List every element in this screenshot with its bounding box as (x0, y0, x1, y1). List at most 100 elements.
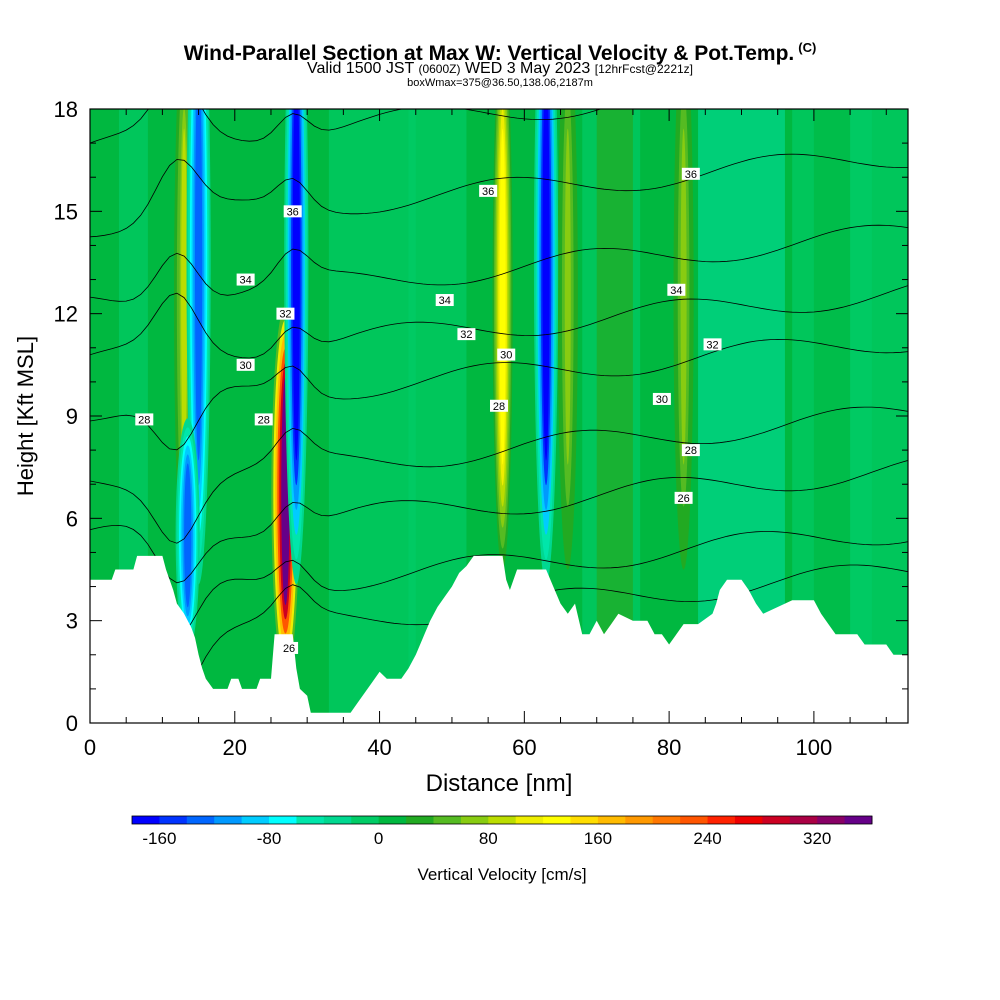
colorbar-swatch (652, 816, 681, 824)
colorbar-swatch (817, 816, 846, 824)
contour-label: 36 (283, 205, 302, 218)
theta-contour-line (90, 109, 602, 144)
colorbar-swatch (707, 816, 736, 824)
contour-label-bg (254, 413, 273, 426)
theta-contour-line (90, 224, 908, 302)
colorbar-swatch (378, 816, 407, 824)
colorbar-swatch (762, 816, 791, 824)
contour-label-bg (457, 328, 476, 341)
theta-contours (90, 109, 908, 700)
contour-label-bg (703, 338, 722, 351)
colorbar-swatch (241, 816, 270, 824)
colorbar-swatch (460, 816, 489, 824)
y-tick-label: 15 (54, 199, 78, 224)
downdraft-core (542, 109, 550, 461)
contour-label-bg (681, 167, 700, 180)
valid-utc: (0600Z) (418, 62, 461, 76)
contour-label-bg (667, 283, 686, 296)
colorbar-swatch (159, 816, 188, 824)
contour-label: 28 (254, 413, 273, 426)
contour-label-bg (479, 184, 498, 197)
theta-contour-line (90, 338, 908, 451)
copyright-mark: (C) (798, 40, 817, 55)
contour-label-text: 34 (240, 275, 252, 287)
contour-label: 32 (457, 328, 476, 341)
y-tick-label: 0 (66, 711, 78, 736)
contour-label-text: 28 (138, 414, 150, 426)
theta-contour-line (90, 460, 908, 584)
y-tick-label: 9 (66, 404, 78, 429)
contour-label: 28 (490, 399, 508, 413)
contour-label-bg (497, 348, 516, 361)
contour-label-text: 28 (258, 414, 270, 426)
x-tick-label: 40 (367, 735, 391, 760)
colorbar-swatch (433, 816, 462, 824)
theta-contour-line (90, 406, 908, 544)
colorbar-swatch (597, 816, 626, 824)
chart-title: Wind-Parallel Section at Max W: Vertical… (183, 40, 817, 65)
colorbar-swatch (734, 816, 763, 824)
terrain (90, 555, 908, 723)
contour-label: 34 (435, 294, 454, 307)
contour-label-text: 36 (482, 186, 494, 198)
colorbar-swatch (323, 816, 352, 824)
colorbar-tick-label: 320 (803, 829, 831, 848)
theta-contour-line (90, 285, 908, 359)
contour-label: 30 (236, 358, 255, 372)
x-tick-label: 80 (657, 735, 681, 760)
colorbar-swatch (543, 816, 572, 824)
updraft-core (564, 128, 571, 465)
contour-label: 32 (276, 307, 295, 321)
contour-label-text: 36 (685, 169, 697, 181)
colorbar-frame (131, 815, 873, 825)
contour-label: 30 (497, 348, 516, 362)
valid-date: WED 3 May 2023 (464, 60, 591, 77)
colorbar-swatch (269, 816, 297, 824)
colorbar-label: Vertical Velocity [cm/s] (417, 865, 586, 884)
contour-label-bg (283, 205, 302, 218)
axis-ticks (89, 108, 908, 724)
contour-label-text: 26 (677, 493, 689, 505)
chart-subtitle: Valid 1500 JST (0600Z) WED 3 May 2023 [1… (0, 60, 1000, 78)
colorbar-swatch (296, 816, 325, 824)
x-tick-label: 100 (796, 735, 833, 760)
contour-label-text: 32 (460, 329, 472, 341)
x-tick-label: 20 (223, 735, 247, 760)
contour-label-text: 32 (279, 309, 291, 321)
contour-label: 26 (674, 491, 693, 505)
colorbar-swatch (132, 816, 160, 824)
colorbar-swatch (406, 816, 434, 824)
contour-label: 36 (479, 184, 498, 198)
contour-label: 28 (135, 413, 154, 426)
contour-label-text: 34 (670, 285, 682, 297)
x-tick-label: 0 (84, 735, 96, 760)
contour-label-bg (280, 641, 299, 654)
colorbar-tick-label: -80 (257, 829, 282, 848)
contour-label: 28 (681, 444, 700, 457)
colorbar-swatch (625, 816, 654, 824)
contour-label-text: 32 (706, 339, 718, 351)
contour-label: 32 (703, 338, 722, 351)
x-axis-label: Distance [nm] (426, 770, 573, 797)
updraft-core (499, 128, 506, 465)
y-axis-label: Height [Kft MSL] (13, 336, 38, 496)
colorbar-swatch (515, 816, 544, 824)
contour-label: 26 (280, 641, 299, 655)
contour-label-bg (435, 294, 454, 307)
colorbar-tick-label: 80 (479, 829, 498, 848)
contour-label: 34 (236, 273, 255, 287)
downdraft-core (194, 109, 203, 461)
downdraft-core (292, 109, 300, 461)
colorbar-swatch (789, 816, 818, 824)
contour-label-text: 34 (439, 295, 451, 307)
theta-contour-line (90, 153, 908, 238)
colorbar: -160 -80 0 80 160 240 320 Vertical Velocity [cm… (131, 815, 873, 884)
contour-label-text: 28 (493, 401, 505, 413)
theta-contour-line (90, 531, 908, 639)
velocity-field (118, 109, 908, 723)
updraft-core (680, 128, 687, 465)
contour-label-bg (236, 273, 255, 286)
forecast-info: [12hrFcst@2221z] (594, 62, 694, 76)
y-tick-label: 6 (66, 506, 78, 531)
